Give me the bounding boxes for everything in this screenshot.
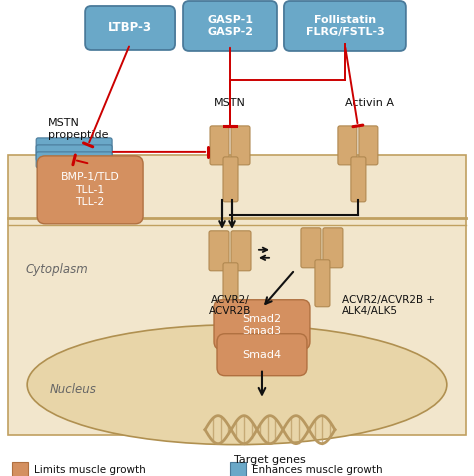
- FancyBboxPatch shape: [217, 334, 307, 376]
- FancyBboxPatch shape: [223, 263, 238, 310]
- Text: GASP-1
GASP-2: GASP-1 GASP-2: [207, 15, 253, 37]
- Text: Smad2
Smad3: Smad2 Smad3: [242, 314, 282, 336]
- Text: Target genes: Target genes: [234, 455, 306, 465]
- FancyBboxPatch shape: [183, 1, 277, 51]
- FancyBboxPatch shape: [37, 156, 143, 224]
- FancyBboxPatch shape: [231, 126, 250, 165]
- Text: Limits muscle growth: Limits muscle growth: [34, 465, 146, 475]
- FancyBboxPatch shape: [351, 157, 366, 202]
- Text: Follistatin
FLRG/FSTL-3: Follistatin FLRG/FSTL-3: [306, 15, 384, 37]
- FancyBboxPatch shape: [231, 231, 251, 271]
- Text: Enhances muscle growth: Enhances muscle growth: [252, 465, 383, 475]
- Ellipse shape: [27, 325, 447, 445]
- Text: LTBP-3: LTBP-3: [108, 21, 152, 34]
- FancyBboxPatch shape: [85, 6, 175, 50]
- FancyBboxPatch shape: [301, 228, 321, 268]
- FancyBboxPatch shape: [36, 138, 112, 154]
- FancyBboxPatch shape: [12, 462, 28, 476]
- Text: Cytoplasm: Cytoplasm: [25, 263, 88, 276]
- FancyBboxPatch shape: [230, 462, 246, 476]
- Text: ACVR2/ACVR2B +
ALK4/ALK5: ACVR2/ACVR2B + ALK4/ALK5: [342, 295, 435, 317]
- FancyBboxPatch shape: [8, 155, 466, 435]
- FancyBboxPatch shape: [359, 126, 378, 165]
- FancyBboxPatch shape: [210, 126, 229, 165]
- Text: MSTN: MSTN: [214, 98, 246, 108]
- Text: MSTN
propeptide: MSTN propeptide: [48, 118, 109, 140]
- Text: Activin A: Activin A: [346, 98, 394, 108]
- FancyBboxPatch shape: [338, 126, 357, 165]
- FancyBboxPatch shape: [315, 260, 330, 307]
- Text: Nucleus: Nucleus: [50, 383, 97, 396]
- FancyBboxPatch shape: [36, 145, 112, 161]
- Text: Smad4: Smad4: [242, 350, 282, 360]
- Text: ACVR2/
ACVR2B: ACVR2/ ACVR2B: [209, 295, 251, 317]
- FancyBboxPatch shape: [209, 231, 229, 271]
- FancyBboxPatch shape: [36, 152, 112, 168]
- FancyBboxPatch shape: [214, 300, 310, 350]
- FancyBboxPatch shape: [223, 157, 238, 202]
- FancyBboxPatch shape: [323, 228, 343, 268]
- FancyBboxPatch shape: [284, 1, 406, 51]
- Text: BMP-1/TLD
TLL-1
TLL-2: BMP-1/TLD TLL-1 TLL-2: [61, 172, 119, 207]
